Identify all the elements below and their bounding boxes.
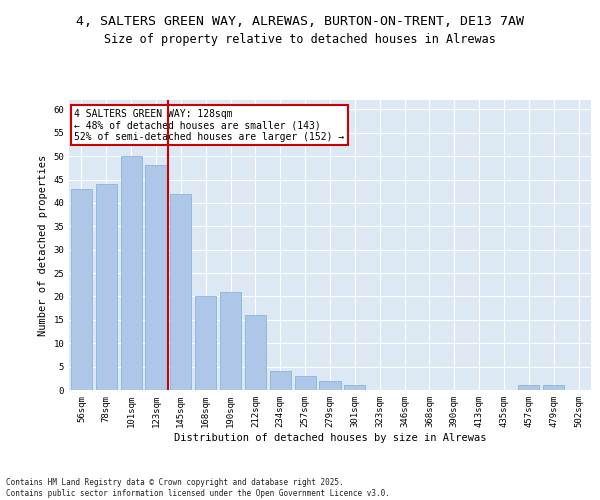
Bar bbox=[170, 194, 191, 390]
Bar bbox=[543, 386, 564, 390]
Bar bbox=[71, 189, 92, 390]
Bar bbox=[145, 166, 167, 390]
Bar bbox=[344, 386, 365, 390]
Bar bbox=[319, 380, 341, 390]
Text: Size of property relative to detached houses in Alrewas: Size of property relative to detached ho… bbox=[104, 32, 496, 46]
Text: Contains HM Land Registry data © Crown copyright and database right 2025.
Contai: Contains HM Land Registry data © Crown c… bbox=[6, 478, 390, 498]
Y-axis label: Number of detached properties: Number of detached properties bbox=[38, 154, 48, 336]
Text: 4, SALTERS GREEN WAY, ALREWAS, BURTON-ON-TRENT, DE13 7AW: 4, SALTERS GREEN WAY, ALREWAS, BURTON-ON… bbox=[76, 15, 524, 28]
Bar bbox=[295, 376, 316, 390]
Text: 4 SALTERS GREEN WAY: 128sqm
← 48% of detached houses are smaller (143)
52% of se: 4 SALTERS GREEN WAY: 128sqm ← 48% of det… bbox=[74, 108, 344, 142]
Bar bbox=[96, 184, 117, 390]
Bar bbox=[195, 296, 216, 390]
Bar bbox=[518, 386, 539, 390]
Bar bbox=[121, 156, 142, 390]
Bar bbox=[270, 372, 291, 390]
Bar bbox=[220, 292, 241, 390]
Bar bbox=[245, 315, 266, 390]
X-axis label: Distribution of detached houses by size in Alrewas: Distribution of detached houses by size … bbox=[174, 432, 486, 442]
